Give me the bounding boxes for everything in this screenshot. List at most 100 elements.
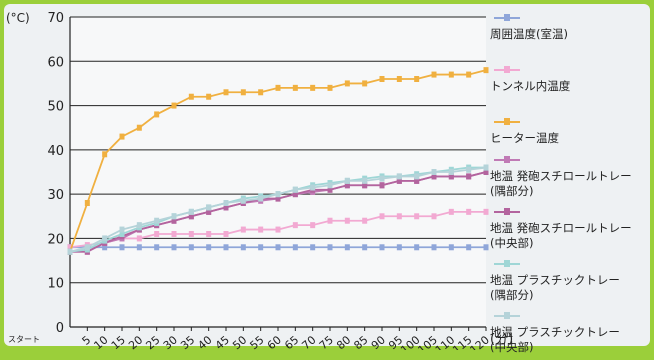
data-point: [466, 71, 472, 78]
legend-label: ヒーター温度: [490, 131, 559, 145]
data-point: [119, 244, 125, 251]
data-point: [119, 231, 125, 237]
x-tick-label: 15: [109, 333, 128, 350]
data-point: [414, 244, 420, 251]
series-7: [67, 164, 489, 255]
data-point: [206, 204, 212, 211]
legend-item: ヒーター温度: [490, 118, 650, 152]
data-point: [483, 67, 489, 74]
data-point: [258, 226, 264, 233]
legend-item: 地温 発砲スチロールトレー (隅部分): [490, 156, 650, 204]
data-point: [448, 244, 454, 251]
data-point: [414, 173, 420, 180]
data-point: [119, 133, 125, 140]
legend-item: 周囲温度(室温): [490, 14, 650, 62]
data-point: [466, 166, 472, 173]
legend-swatch: [494, 118, 520, 125]
data-point: [258, 89, 264, 96]
data-point: [119, 226, 125, 233]
x-tick-label: 50: [230, 333, 249, 350]
data-point: [84, 244, 90, 251]
x-tick-label: 25: [144, 333, 163, 350]
data-point: [223, 244, 229, 251]
data-point: [448, 173, 454, 180]
data-point: [396, 177, 402, 184]
data-point: [223, 89, 229, 96]
legend-label: トンネル内温度: [490, 79, 571, 93]
legend: 周囲温度(室温) トンネル内温度 ヒーター温度地温 発砲スチロールトレー (隅部分)…: [490, 10, 650, 360]
y-tick-label: 70: [47, 11, 64, 26]
data-point: [414, 213, 420, 220]
data-point: [431, 169, 437, 175]
data-point: [240, 226, 246, 233]
x-tick-label: 65: [282, 333, 301, 350]
y-tick-label: 60: [47, 55, 64, 70]
data-point: [344, 182, 350, 189]
data-point: [171, 102, 177, 109]
data-point: [327, 186, 333, 193]
data-point: [379, 213, 385, 220]
data-point: [275, 226, 281, 233]
data-point: [483, 164, 489, 171]
legend-swatch: [494, 208, 520, 215]
data-point: [154, 231, 160, 237]
data-point: [102, 151, 108, 158]
x-tick-label: 75: [317, 333, 336, 350]
data-point: [466, 244, 472, 251]
data-point: [188, 231, 194, 237]
data-point: [292, 186, 298, 193]
data-point: [483, 244, 489, 251]
data-point: [136, 244, 142, 251]
data-point: [327, 182, 333, 189]
data-point: [396, 213, 402, 220]
x-tick-label: 30: [161, 333, 180, 350]
x-axis-label: (分): [490, 332, 513, 347]
legend-swatch: [494, 312, 520, 319]
data-point: [310, 222, 316, 229]
data-point: [206, 208, 212, 215]
data-point: [188, 93, 194, 100]
data-point: [344, 244, 350, 251]
data-point: [362, 244, 368, 251]
data-point: [448, 169, 454, 175]
legend-label: 地温 発砲スチロールトレー (隅部分): [490, 169, 632, 198]
data-point: [206, 231, 212, 237]
data-point: [310, 84, 316, 91]
x-tick-label: 40: [196, 333, 215, 350]
legend-item: 地温 発砲スチロールトレー (中央部): [490, 208, 650, 256]
data-point: [327, 84, 333, 91]
x-tick-label: 35: [178, 333, 197, 350]
data-point: [240, 89, 246, 96]
data-point: [292, 244, 298, 251]
data-point: [67, 248, 73, 255]
data-point: [379, 175, 385, 182]
data-point: [379, 244, 385, 251]
x-start-label: スタート: [8, 335, 40, 344]
data-point: [327, 244, 333, 251]
data-point: [362, 182, 368, 189]
data-point: [258, 195, 264, 202]
x-tick-label: 90: [369, 333, 388, 350]
data-point: [396, 76, 402, 82]
data-point: [431, 71, 437, 78]
data-point: [292, 222, 298, 229]
data-point: [414, 177, 420, 184]
data-point: [448, 208, 454, 215]
data-point: [292, 84, 298, 91]
data-point: [240, 244, 246, 251]
y-tick-label: 0: [56, 321, 64, 336]
data-point: [396, 173, 402, 180]
data-point: [466, 208, 472, 215]
data-point: [223, 204, 229, 211]
legend-label: 地温 発砲スチロールトレー (中央部): [490, 221, 632, 250]
data-point: [362, 217, 368, 224]
data-point: [154, 244, 160, 251]
plot-area: [70, 17, 486, 327]
data-point: [292, 191, 298, 198]
data-point: [188, 213, 194, 220]
data-point: [483, 169, 489, 175]
data-point: [84, 200, 90, 206]
data-point: [362, 177, 368, 184]
data-point: [310, 244, 316, 251]
